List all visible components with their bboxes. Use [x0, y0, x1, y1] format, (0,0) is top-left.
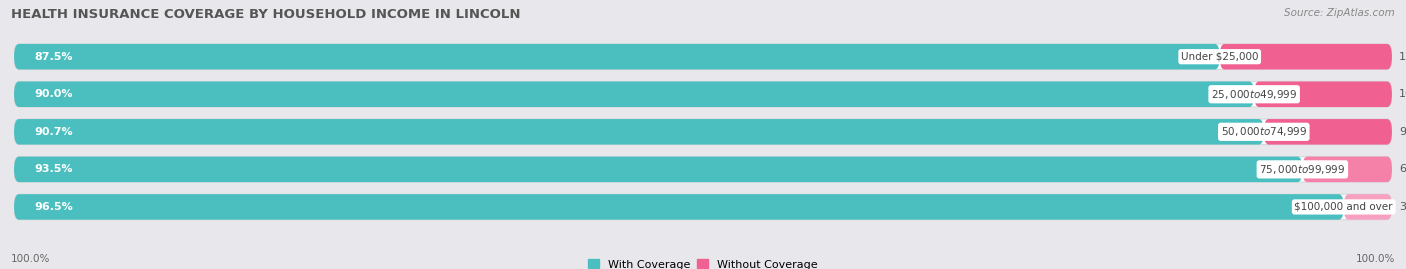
Text: $100,000 and over: $100,000 and over [1295, 202, 1393, 212]
Text: 6.5%: 6.5% [1399, 164, 1406, 174]
FancyBboxPatch shape [14, 194, 1392, 220]
FancyBboxPatch shape [14, 82, 1392, 107]
FancyBboxPatch shape [14, 157, 1392, 182]
Text: 100.0%: 100.0% [11, 254, 51, 264]
FancyBboxPatch shape [14, 194, 1344, 220]
FancyBboxPatch shape [14, 119, 1392, 144]
Text: 93.5%: 93.5% [35, 164, 73, 174]
FancyBboxPatch shape [14, 157, 1302, 182]
FancyBboxPatch shape [1302, 157, 1392, 182]
Legend: With Coverage, Without Coverage: With Coverage, Without Coverage [588, 259, 818, 269]
Text: Under $25,000: Under $25,000 [1181, 52, 1258, 62]
Text: 87.5%: 87.5% [35, 52, 73, 62]
FancyBboxPatch shape [14, 119, 1264, 144]
Text: $50,000 to $74,999: $50,000 to $74,999 [1220, 125, 1308, 138]
Text: Source: ZipAtlas.com: Source: ZipAtlas.com [1284, 8, 1395, 18]
Text: $25,000 to $49,999: $25,000 to $49,999 [1211, 88, 1298, 101]
Text: 3.5%: 3.5% [1399, 202, 1406, 212]
FancyBboxPatch shape [14, 44, 1220, 69]
Text: 9.3%: 9.3% [1399, 127, 1406, 137]
FancyBboxPatch shape [1254, 82, 1392, 107]
Text: 96.5%: 96.5% [35, 202, 73, 212]
Text: $75,000 to $99,999: $75,000 to $99,999 [1260, 163, 1346, 176]
Text: 90.0%: 90.0% [35, 89, 73, 99]
FancyBboxPatch shape [1220, 44, 1392, 69]
Text: 12.5%: 12.5% [1399, 52, 1406, 62]
Text: 100.0%: 100.0% [1355, 254, 1395, 264]
FancyBboxPatch shape [14, 82, 1254, 107]
Text: 90.7%: 90.7% [35, 127, 73, 137]
Text: HEALTH INSURANCE COVERAGE BY HOUSEHOLD INCOME IN LINCOLN: HEALTH INSURANCE COVERAGE BY HOUSEHOLD I… [11, 8, 520, 21]
Text: 10.0%: 10.0% [1399, 89, 1406, 99]
FancyBboxPatch shape [1344, 194, 1392, 220]
FancyBboxPatch shape [1264, 119, 1392, 144]
FancyBboxPatch shape [14, 44, 1392, 69]
